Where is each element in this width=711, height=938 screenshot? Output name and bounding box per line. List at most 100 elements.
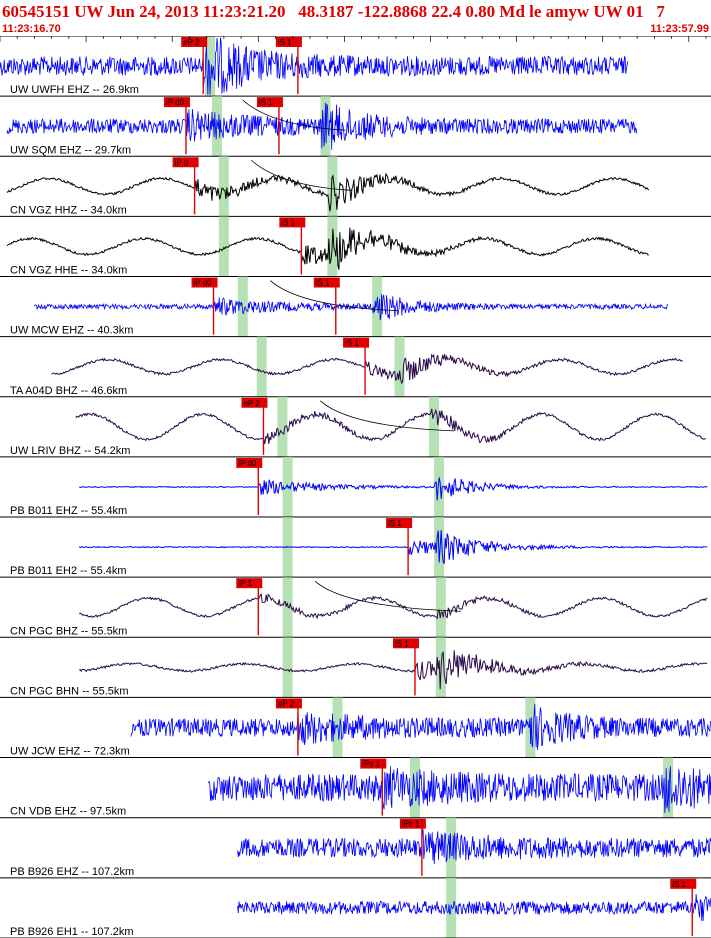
trace-panel: iP d0 PB B011 EHZ -- 55.4km [0, 456, 711, 518]
pick-flag [392, 638, 419, 649]
trace-panel: iPc 1 CN VDB EHZ -- 97.5km [0, 757, 711, 819]
travel-time-curve [270, 280, 398, 311]
pick-label: iPc 1 [362, 760, 380, 769]
trace-panel: iP 0 CN VGZ HHZ -- 34.0km [0, 156, 711, 217]
pick-flag [399, 818, 426, 829]
pick-flag [275, 37, 302, 47]
station-label: TA A04D BHZ -- 46.6km [10, 385, 127, 397]
travel-time-curve [320, 400, 454, 432]
pick-flag [236, 457, 263, 468]
station-label: PB B011 EH2 -- 55.4km [10, 565, 127, 577]
pick-flag [236, 578, 263, 589]
trace-panel: eP 2 UW LRIV BHZ -- 54.2km [0, 396, 711, 458]
pick-label: eP 2 [278, 699, 295, 708]
pick-flag [670, 878, 697, 889]
pick-label: iP d0 [238, 459, 257, 468]
pick-label: iS 1 [395, 639, 409, 648]
pick-label: iP 1 [238, 579, 252, 588]
station-label: CN VGZ HHZ -- 34.0km [10, 204, 127, 216]
pick-label: iS 1 [278, 38, 292, 47]
trace-panel: eP 2 UW JCW EHZ -- 72.3km [0, 697, 711, 759]
waveform-trace [6, 102, 638, 150]
phase-window [237, 276, 248, 337]
waveform-trace [79, 592, 708, 620]
phase-window [434, 456, 445, 518]
pick-label: iS 1 [388, 519, 402, 528]
waveform-trace [130, 703, 711, 750]
station-label: UW SQM EHZ -- 29.7km [10, 144, 131, 156]
waveform-trace [79, 477, 708, 501]
pick-label: iPc 1 [402, 820, 420, 829]
pick-label: eP 2 [243, 399, 260, 408]
waveform-trace [78, 529, 708, 565]
station-label: UW LRIV BHZ -- 54.2km [10, 445, 130, 457]
travel-time-curve [242, 99, 346, 131]
travel-time-curve [314, 580, 461, 612]
phase-window [218, 216, 229, 277]
trace-panel: iS 1 CN PGC BHN -- 55.5km [0, 637, 711, 698]
pick-flag [172, 157, 199, 168]
station-label: UW MCW EHZ -- 40.3km [10, 325, 133, 337]
phase-window [332, 697, 343, 758]
trace-panel: iS 1 PB B926 EH1 -- 107.2km [0, 877, 711, 938]
seismogram-plot[interactable]: eP 2 iS 1 UW UWFH EHZ -- 26.9km iP d0 iS 1 UW… [0, 36, 711, 938]
trace-panel: iS 1 CN VGZ HHE -- 34.0km [0, 216, 711, 278]
pick-flag [275, 698, 302, 709]
phase-window [205, 36, 216, 97]
pick-flag [163, 97, 190, 108]
phase-window [282, 637, 293, 698]
waveform-trace [237, 893, 711, 922]
phase-window [435, 577, 446, 638]
station-label: CN PGC BHN -- 55.5km [10, 685, 129, 697]
station-label: PB B926 EH1 -- 107.2km [10, 926, 134, 938]
phase-window [282, 577, 293, 638]
pick-label: iS 1 [316, 279, 330, 288]
phase-window [394, 336, 405, 397]
pick-label: iP d0 [166, 98, 185, 107]
pick-flag [279, 217, 306, 228]
waveform-trace [78, 650, 708, 690]
pick-label: iP d0 [194, 279, 213, 288]
trace-panel: iP d0 iS 1 UW SQM EHZ -- 29.7km [0, 96, 711, 157]
pick-flag [191, 277, 218, 288]
pick-label: iS 1 [281, 218, 295, 227]
station-label: PB B926 EHZ -- 107.2km [10, 866, 134, 878]
pick-flag [256, 97, 283, 108]
waveform-trace [237, 829, 711, 865]
waveform-trace [6, 172, 650, 212]
phase-window [218, 156, 229, 217]
pick-label: iP 0 [175, 158, 189, 167]
end-time: 11:23:57.99 [650, 23, 709, 35]
station-label: UW UWFH EHZ -- 26.9km [10, 84, 139, 96]
waveform-trace [208, 766, 711, 814]
station-label: CN VDB EHZ -- 97.5km [10, 806, 126, 818]
phase-window [372, 276, 383, 337]
travel-time-curve [251, 159, 353, 191]
phase-window [428, 396, 439, 457]
pick-flag [360, 758, 387, 769]
pick-label: eP 2 [183, 38, 200, 47]
trace-panel: iS 1 TA A04D BHZ -- 46.6km [0, 336, 711, 398]
trace-panel: iPc 1 PB B926 EHZ -- 107.2km [0, 817, 711, 879]
trace-panel: eP 2 iS 1 UW UWFH EHZ -- 26.9km [0, 36, 711, 97]
pick-flag [241, 397, 268, 408]
event-header: 60545151 UW Jun 24, 2013 11:23:21.20 48.… [2, 2, 665, 21]
pick-flag [181, 37, 208, 47]
waveform-trace [75, 408, 706, 445]
phase-window [327, 156, 338, 217]
station-label: CN PGC BHZ -- 55.5km [10, 625, 127, 637]
waveform-trace [6, 227, 649, 270]
pick-flag [343, 337, 370, 348]
phase-window [256, 336, 267, 397]
trace-panel: iP 1 CN PGC BHZ -- 55.5km [0, 577, 711, 638]
pick-flag [386, 518, 413, 529]
station-label: CN VGZ HHE -- 34.0km [10, 265, 127, 277]
station-label: PB B011 EHZ -- 55.4km [10, 505, 127, 517]
pick-label: iS 1 [345, 339, 359, 348]
pick-label: iS 1 [672, 880, 686, 889]
start-time: 11:23:16.70 [2, 23, 61, 35]
trace-panel: iS 1 PB B011 EH2 -- 55.4km [0, 517, 711, 578]
phase-window [277, 396, 288, 457]
station-label: UW JCW EHZ -- 72.3km [10, 746, 130, 758]
pick-label: iS 1 [259, 98, 273, 107]
